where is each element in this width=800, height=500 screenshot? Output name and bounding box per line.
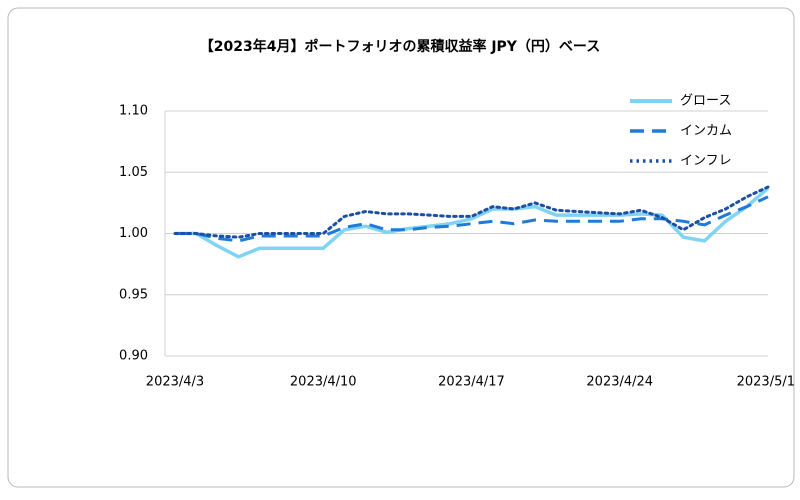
y-tick-label: 0.95 <box>119 287 148 302</box>
series-line <box>175 195 769 243</box>
chart-frame <box>7 7 795 488</box>
x-tick-label: 2023/4/24 <box>586 375 653 390</box>
x-tick-label: 2023/4/17 <box>438 375 505 390</box>
legend-label: インカム <box>680 124 732 139</box>
legend-label: インフレ <box>680 154 732 169</box>
y-tick-label: 0.90 <box>119 349 148 364</box>
legend-label: グロース <box>680 94 731 109</box>
x-tick-label: 2023/4/3 <box>146 375 204 390</box>
series-line <box>173 185 770 239</box>
y-tick-label: 1.00 <box>119 226 148 241</box>
chart-title: 【2023年4月】ポートフォリオの累積収益率 JPY（円）ベース <box>200 38 601 55</box>
x-tick-label: 2023/4/10 <box>290 375 357 390</box>
y-tick-label: 1.05 <box>119 165 148 180</box>
y-tick-label: 1.10 <box>119 104 148 119</box>
x-tick-label: 2023/5/1 <box>737 375 795 390</box>
